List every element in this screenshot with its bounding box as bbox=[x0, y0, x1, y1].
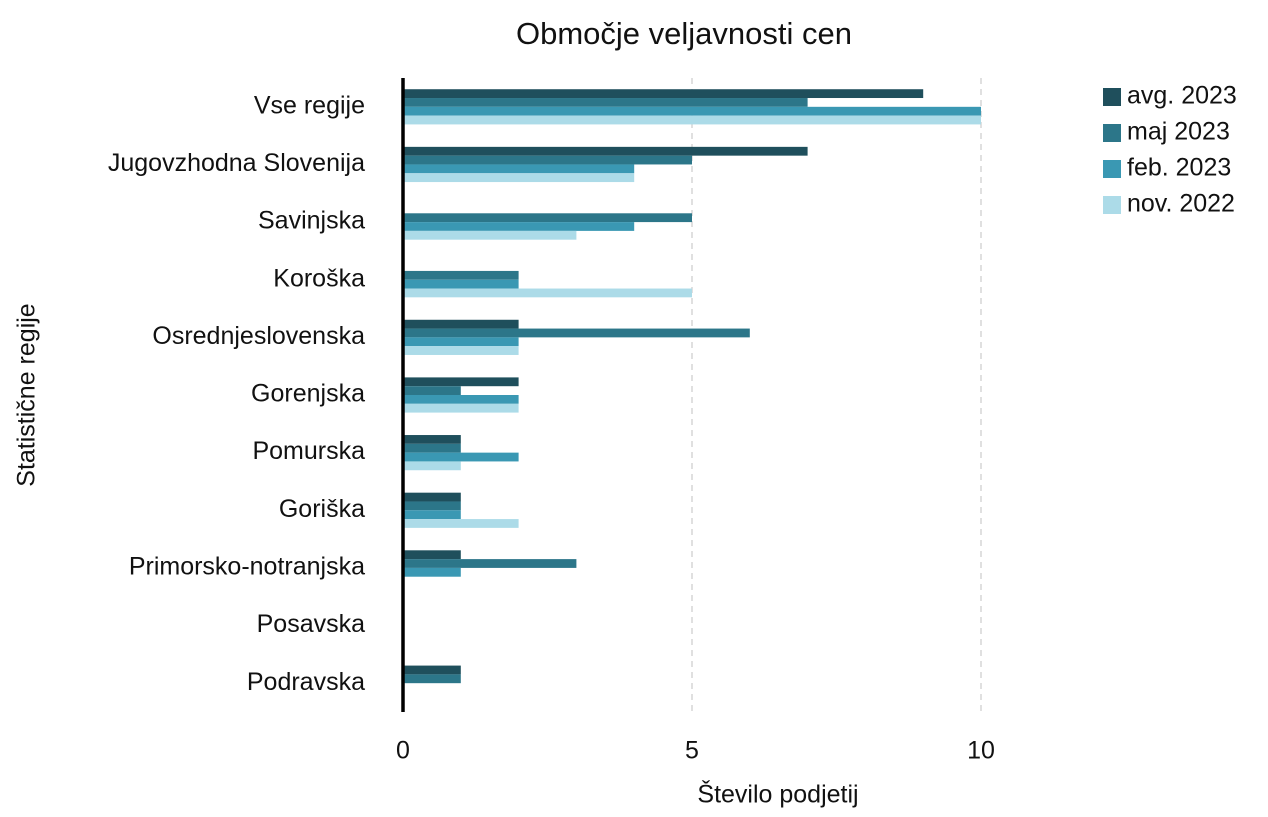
y-tick-label: Savinjska bbox=[258, 207, 365, 235]
x-tick-label: 0 bbox=[396, 737, 410, 765]
bar bbox=[403, 501, 461, 511]
legend-swatch bbox=[1103, 196, 1121, 214]
bar bbox=[403, 395, 519, 404]
y-tick-label: Osrednjeslovenska bbox=[152, 322, 365, 350]
bar bbox=[403, 665, 461, 675]
x-axis-title: Število podjetij bbox=[697, 780, 858, 809]
bar bbox=[403, 173, 635, 183]
bar bbox=[403, 106, 981, 116]
legend-swatch bbox=[1103, 124, 1121, 142]
bar bbox=[403, 98, 808, 107]
bar bbox=[403, 346, 519, 355]
y-tick-label: Primorsko-notranjska bbox=[129, 553, 365, 581]
y-tick-label: Gorenjska bbox=[251, 380, 365, 408]
legend-swatch bbox=[1103, 160, 1121, 178]
bar bbox=[403, 155, 692, 165]
y-tick-label: Posavska bbox=[257, 610, 365, 638]
bar bbox=[403, 559, 577, 568]
bar bbox=[403, 461, 461, 471]
y-tick-label: Goriška bbox=[279, 495, 365, 523]
y-tick-label: Vse regije bbox=[254, 91, 365, 119]
bar bbox=[403, 328, 750, 338]
bar bbox=[403, 337, 519, 347]
bar bbox=[403, 443, 461, 453]
bar bbox=[403, 146, 808, 156]
x-tick-label: 5 bbox=[685, 737, 699, 765]
bar bbox=[403, 550, 461, 560]
y-tick-label: Pomurska bbox=[252, 437, 365, 465]
y-tick-label: Koroška bbox=[273, 264, 365, 292]
bar bbox=[403, 213, 692, 223]
bar bbox=[403, 452, 519, 462]
bar bbox=[403, 319, 519, 329]
chart-title: Območje veljavnosti cen bbox=[516, 16, 852, 51]
bar bbox=[403, 519, 519, 528]
bar bbox=[403, 674, 461, 684]
x-tick-label: 10 bbox=[967, 737, 995, 765]
y-tick-label: Podravska bbox=[247, 668, 365, 696]
legend-label: feb. 2023 bbox=[1127, 154, 1231, 182]
y-axis-title: Statistične regije bbox=[13, 303, 41, 486]
bar bbox=[403, 270, 519, 280]
bar bbox=[403, 435, 461, 444]
bar bbox=[403, 279, 519, 289]
legend-label: maj 2023 bbox=[1127, 118, 1230, 146]
bar bbox=[403, 89, 924, 99]
bar bbox=[403, 492, 461, 502]
bar bbox=[403, 222, 635, 231]
bar bbox=[403, 386, 461, 395]
bar bbox=[403, 377, 519, 387]
y-tick-label: Jugovzhodna Slovenija bbox=[108, 149, 365, 177]
legend-label: avg. 2023 bbox=[1127, 82, 1237, 110]
bar bbox=[403, 115, 981, 125]
bar bbox=[403, 510, 461, 520]
bar bbox=[403, 403, 519, 413]
legend-swatch bbox=[1103, 88, 1121, 106]
legend-label: nov. 2022 bbox=[1127, 190, 1235, 218]
bar bbox=[403, 567, 461, 577]
bar bbox=[403, 230, 577, 240]
bar bbox=[403, 288, 692, 298]
bar bbox=[403, 164, 635, 174]
